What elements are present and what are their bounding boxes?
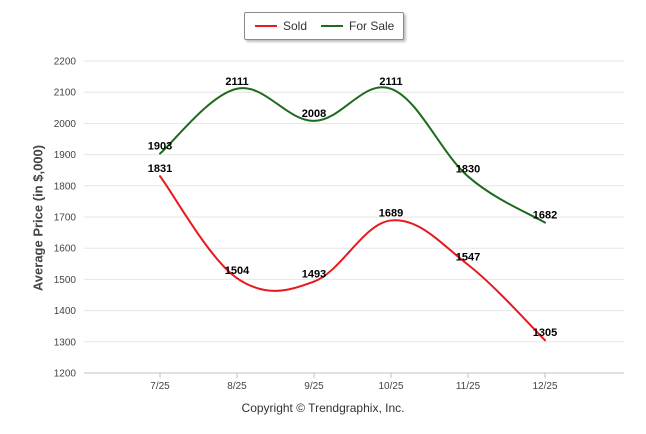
- x-tick-label: 7/25: [150, 381, 170, 392]
- data-label-for-sale: 2111: [379, 76, 402, 88]
- legend-label-for-sale: For Sale: [349, 19, 395, 33]
- data-label-sold: 1689: [379, 207, 403, 219]
- data-label-for-sale: 1830: [456, 163, 480, 175]
- y-tick-label: 1200: [54, 369, 77, 380]
- x-tick-label: 11/25: [456, 381, 481, 392]
- y-tick-label: 1300: [54, 337, 77, 348]
- series-line-sold: [159, 175, 546, 342]
- legend-swatch-sold: [255, 25, 277, 27]
- legend: Sold For Sale: [244, 12, 404, 40]
- x-tick-label: 12/25: [532, 381, 557, 392]
- x-tick-label: 8/25: [227, 381, 247, 392]
- y-tick-label: 2200: [54, 57, 77, 68]
- legend-swatch-for-sale: [321, 25, 343, 27]
- y-tick-label: 2000: [54, 119, 77, 130]
- data-label-sold: 1493: [302, 269, 326, 281]
- data-label-sold: 1305: [533, 327, 557, 339]
- data-label-for-sale: 2008: [302, 108, 326, 120]
- data-label-for-sale: 2111: [225, 76, 248, 88]
- data-label-for-sale: 1903: [148, 141, 172, 153]
- data-label-sold: 1504: [225, 265, 250, 277]
- legend-item-sold[interactable]: Sold: [255, 18, 307, 34]
- y-tick-label: 1800: [54, 181, 77, 192]
- data-label-sold: 1831: [148, 163, 172, 175]
- legend-item-for-sale[interactable]: For Sale: [321, 18, 394, 34]
- y-tick-label: 1600: [54, 244, 77, 255]
- y-tick-label: 2100: [54, 88, 77, 99]
- x-tick-label: 10/25: [378, 381, 403, 392]
- y-axis-label: Average Price (in $,000): [30, 144, 46, 292]
- y-tick-label: 1500: [54, 275, 77, 286]
- copyright-text: Copyright © Trendgraphix, Inc.: [241, 401, 405, 415]
- data-label-sold: 1547: [456, 252, 480, 264]
- legend-label-sold: Sold: [283, 19, 308, 33]
- y-tick-label: 1400: [54, 306, 77, 317]
- series-line-for-sale: [159, 86, 546, 224]
- data-label-for-sale: 1682: [533, 210, 557, 222]
- y-tick-label: 1700: [54, 213, 77, 224]
- y-tick-label: 1900: [54, 150, 77, 161]
- x-tick-label: 9/25: [304, 381, 324, 392]
